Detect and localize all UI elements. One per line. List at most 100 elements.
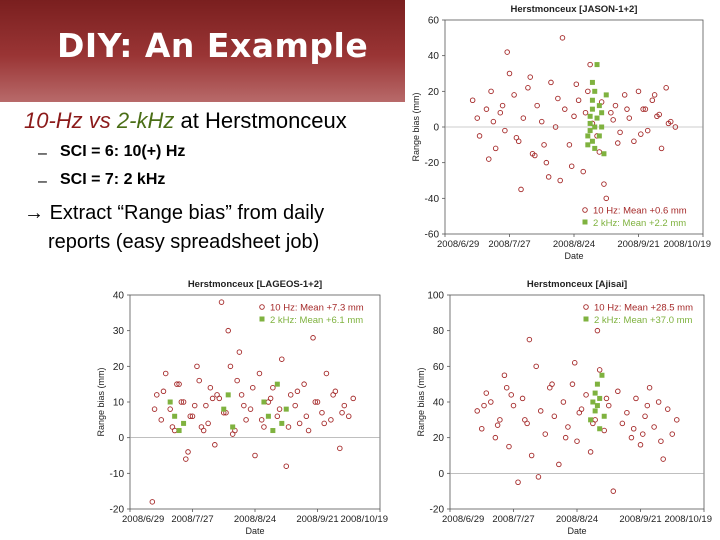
point-10hz [621,92,628,98]
heading-10hz: 10-Hz [24,108,83,133]
point-10hz [252,452,258,459]
point-10hz [178,399,185,405]
point-2khz [587,120,593,126]
point-2khz [594,381,600,387]
point-10hz [270,384,276,391]
point-10hz [637,442,644,448]
point-10hz [541,142,547,148]
point-2khz [279,420,285,426]
y-tick-label: -40 [425,194,440,205]
slide-title: DIY: An Example [57,26,369,65]
legend-entry-2khz: 2 kHz: Mean +2.2 mm [593,218,686,229]
point-10hz [256,370,263,377]
point-10hz [497,109,504,116]
point-10hz [559,35,566,41]
arrow-text-1: Extract “Range bias” from daily [49,202,325,224]
x-tick-label: 2008/6/29 [437,239,479,250]
point-10hz [261,424,267,430]
point-10hz [560,399,567,405]
point-10hz [646,384,653,391]
point-10hz [615,388,621,395]
point-2khz [599,372,605,378]
point-2khz [274,381,280,387]
x-axis-label: Date [564,251,583,261]
point-10hz [582,109,589,116]
point-10hz [601,181,607,187]
point-10hz [209,395,216,402]
chart-ajisai: Herstmonceux [Ajisai] -20 0 20 40 60 80 100 2008… [416,279,712,536]
point-2khz [589,97,595,103]
x-tick-label: 2008/7/27 [488,239,530,250]
point-10hz [651,92,658,98]
point-10hz [585,88,591,95]
point-10hz [664,406,671,412]
point-10hz [575,97,582,103]
legend-marker-2khz [582,219,588,225]
point-2khz [225,392,231,398]
point-10hz [189,413,196,420]
legend-marker-10hz [583,304,589,310]
point-2khz [592,145,598,151]
point-10hz [339,409,345,416]
x-axis-label: Date [245,526,264,536]
y-tick-label: -20 [110,505,125,516]
y-axis-label: Range bias (mm) [416,367,426,436]
point-10hz [562,106,568,112]
point-10hz [566,142,573,148]
point-10hz [225,327,231,334]
point-10hz [538,118,545,125]
point-2khz [587,128,593,134]
legend-marker-2khz [583,316,589,322]
point-10hz [180,399,187,405]
legend-marker-10hz [259,304,265,310]
point-10hz [624,106,630,112]
point-10hz [258,417,265,423]
point-2khz [270,428,276,434]
legend-box [578,299,700,327]
point-10hz [200,427,207,434]
point-10hz [185,449,191,455]
point-2khz [596,103,602,109]
point-10hz [533,363,539,370]
point-10hz [583,392,589,398]
point-10hz [236,349,243,355]
point-10hz [534,102,540,109]
point-10hz [605,402,612,409]
point-10hz [238,392,245,398]
point-10hz [658,145,665,152]
point-10hz [499,102,506,109]
point-10hz [644,127,651,134]
y-tick-label: 40 [428,51,440,62]
point-2khz [585,142,591,148]
heading-location: at Herstmonceux [174,108,347,133]
point-2khz [599,110,605,116]
point-10hz [528,452,535,459]
point-2khz [585,133,591,139]
y-tick-label: -20 [430,505,445,516]
point-10hz [292,402,298,409]
x-tick-label: 2008/7/27 [492,514,534,525]
point-10hz [149,499,156,505]
point-10hz [513,134,520,141]
point-10hz [526,336,533,343]
point-10hz [510,402,517,409]
x-tick-label: 2008/9/21 [619,514,661,525]
point-10hz [571,113,577,120]
y-axis-label: Range bias (mm) [411,92,421,161]
point-10hz [154,392,160,398]
point-10hz [296,420,303,427]
y-tick-label: 0 [438,469,444,480]
point-10hz [481,402,487,409]
x-tick-label: 2008/9/21 [617,239,659,250]
point-10hz [574,438,580,444]
point-2khz [601,413,607,419]
point-10hz [631,138,637,145]
point-10hz [522,417,528,423]
point-10hz [167,406,173,412]
chart-title: Herstmonceux [JASON-1+2] [511,4,638,15]
point-10hz [520,115,527,121]
point-10hz [556,461,562,468]
point-10hz [628,434,635,441]
point-2khz [230,424,236,430]
point-2khz [592,390,598,396]
